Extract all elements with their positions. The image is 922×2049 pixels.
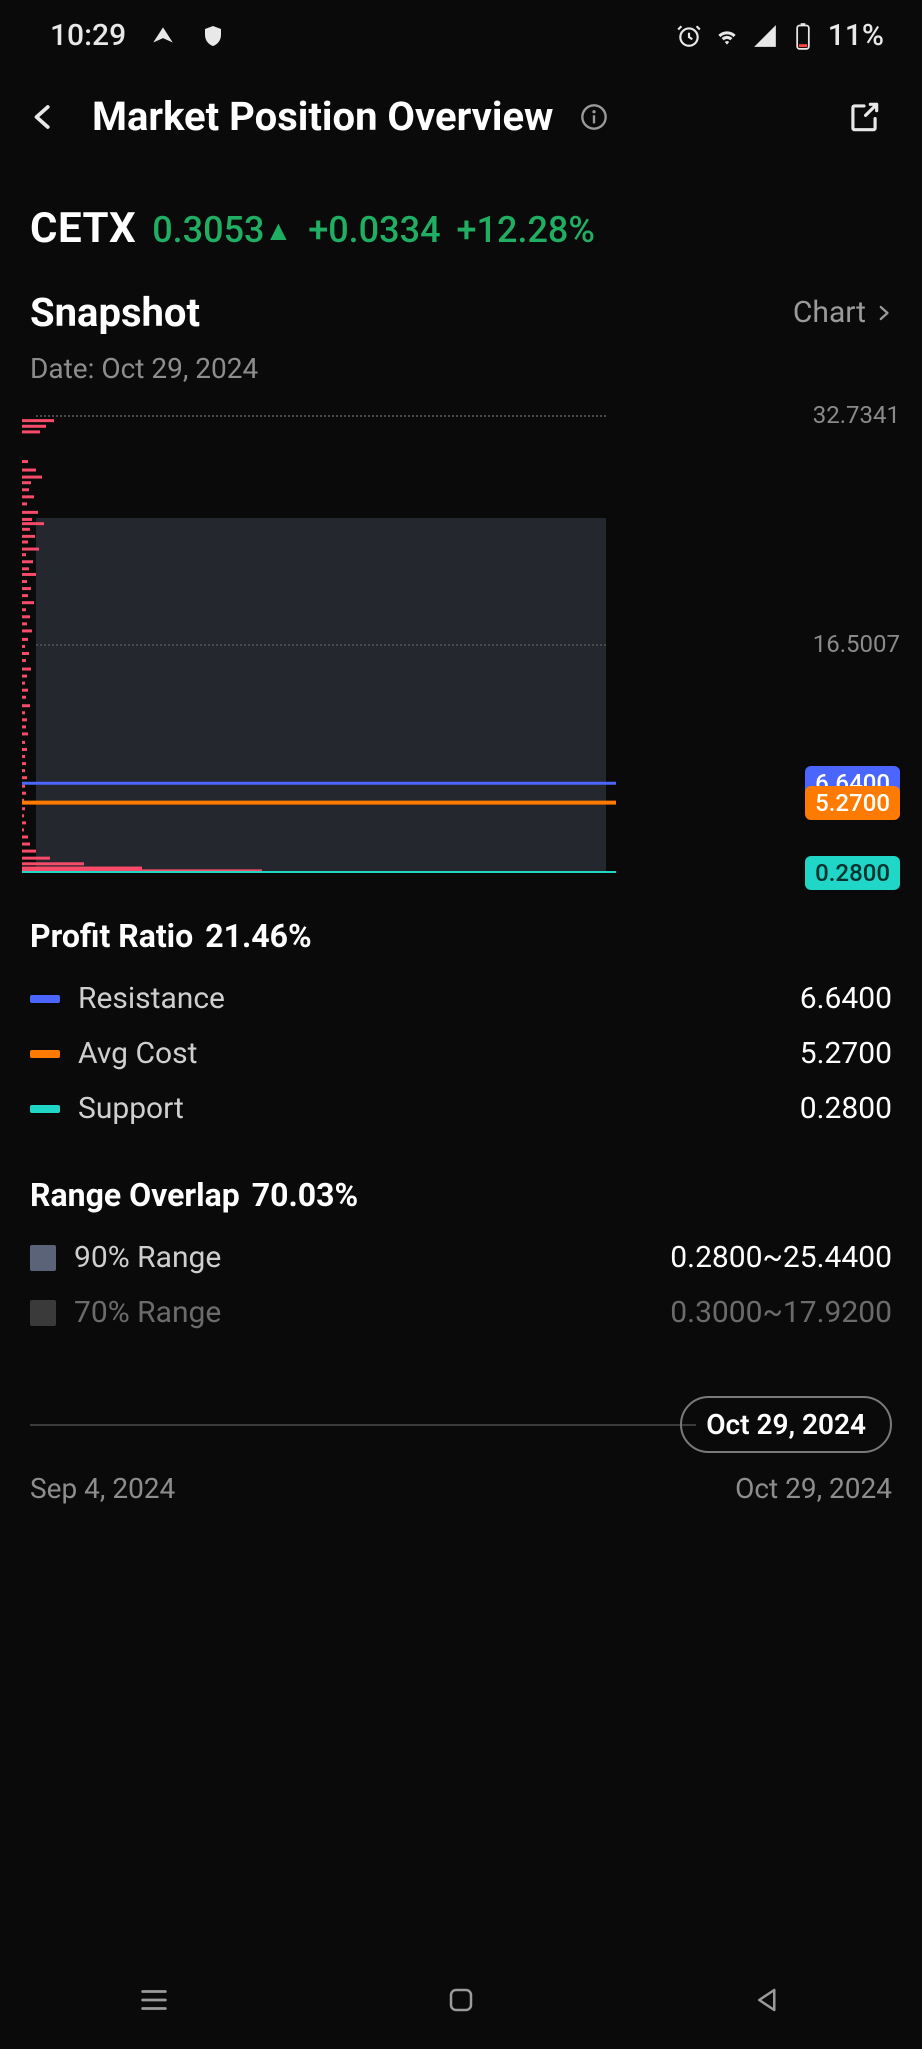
- status-time: 10:29: [50, 18, 126, 53]
- swatch-avg_cost: [30, 1050, 60, 1058]
- range-row-r70: 70% Range 0.3000~17.9200: [30, 1285, 892, 1340]
- shield-icon: [200, 23, 226, 49]
- swatch-r70: [30, 1300, 56, 1326]
- home-button[interactable]: [437, 1976, 485, 2024]
- track-line: [30, 1424, 696, 1426]
- signal-icon: [752, 23, 778, 49]
- profit-row-support: Support 0.2800: [30, 1081, 892, 1136]
- date-track[interactable]: Oct 29, 2024: [30, 1396, 892, 1454]
- battery-icon: [790, 23, 816, 49]
- status-bar: 10:29 11%: [0, 0, 922, 67]
- page-title: Market Position Overview: [92, 93, 553, 140]
- support-badge: 0.2800: [805, 856, 900, 890]
- track-end: Oct 29, 2024: [735, 1472, 892, 1505]
- share-button[interactable]: [842, 95, 886, 139]
- system-navbar: [0, 1951, 922, 2049]
- profit-row-avg_cost: Avg Cost 5.2700: [30, 1026, 892, 1081]
- back-button[interactable]: [22, 95, 66, 139]
- info-icon[interactable]: [579, 102, 609, 132]
- range-overlap-section: Range Overlap70.03% 90% Range 0.2800~25.4…: [0, 1136, 922, 1340]
- ticker-row[interactable]: CETX 0.3053 ▲ +0.0334 +12.28%: [0, 166, 922, 263]
- label-r90: 90% Range: [74, 1240, 221, 1275]
- label-r70: 70% Range: [74, 1295, 221, 1330]
- value-r70: 0.3000~17.9200: [670, 1295, 892, 1330]
- battery-pct: 11%: [828, 18, 884, 53]
- ticker-change: +0.0334: [308, 209, 440, 251]
- swatch-support: [30, 1105, 60, 1113]
- value-support: 0.2800: [800, 1091, 892, 1126]
- recents-button[interactable]: [130, 1976, 178, 2024]
- ticker-symbol: CETX: [30, 204, 136, 253]
- snapshot-title: Snapshot: [30, 289, 200, 336]
- profit-row-resistance: Resistance 6.6400: [30, 971, 892, 1026]
- range-overlap-heading: Range Overlap70.03%: [30, 1176, 892, 1214]
- avgcost-badge: 5.2700: [805, 786, 900, 820]
- value-avg_cost: 5.2700: [800, 1036, 892, 1071]
- range-row-r90: 90% Range 0.2800~25.4400: [30, 1230, 892, 1285]
- ticker-pct: +12.28%: [457, 209, 595, 251]
- y-axis-mid: 16.5007: [813, 630, 900, 658]
- value-r90: 0.2800~25.4400: [670, 1240, 892, 1275]
- track-dates: Sep 4, 2024 Oct 29, 2024: [0, 1454, 922, 1505]
- snapshot-header: Snapshot Chart: [0, 263, 922, 342]
- y-axis-max: 32.7341: [813, 401, 900, 429]
- alarm-icon: [676, 23, 702, 49]
- ticker-price: 0.3053 ▲: [152, 209, 292, 251]
- chevron-right-icon: [874, 300, 892, 326]
- label-resistance: Resistance: [78, 981, 225, 1016]
- swatch-r90: [30, 1245, 56, 1271]
- value-resistance: 6.6400: [800, 981, 892, 1016]
- up-arrow-icon: ▲: [265, 214, 293, 247]
- app-header: Market Position Overview: [0, 67, 922, 166]
- chart-link[interactable]: Chart: [793, 295, 892, 330]
- status-misc-icon: [150, 23, 176, 49]
- label-avg_cost: Avg Cost: [78, 1036, 197, 1071]
- label-support: Support: [78, 1091, 184, 1126]
- track-start: Sep 4, 2024: [30, 1472, 175, 1505]
- date-pill[interactable]: Oct 29, 2024: [680, 1396, 892, 1453]
- nav-back-button[interactable]: [744, 1976, 792, 2024]
- snapshot-date: Date: Oct 29, 2024: [0, 342, 922, 411]
- distribution-chart[interactable]: 32.7341 16.5007 6.6400 5.2700 0.2800: [22, 411, 900, 873]
- wifi-icon: [714, 23, 740, 49]
- swatch-resistance: [30, 995, 60, 1003]
- profit-ratio-section: Profit Ratio21.46% Resistance 6.6400 Avg C…: [0, 873, 922, 1136]
- profit-ratio-heading: Profit Ratio21.46%: [30, 917, 892, 955]
